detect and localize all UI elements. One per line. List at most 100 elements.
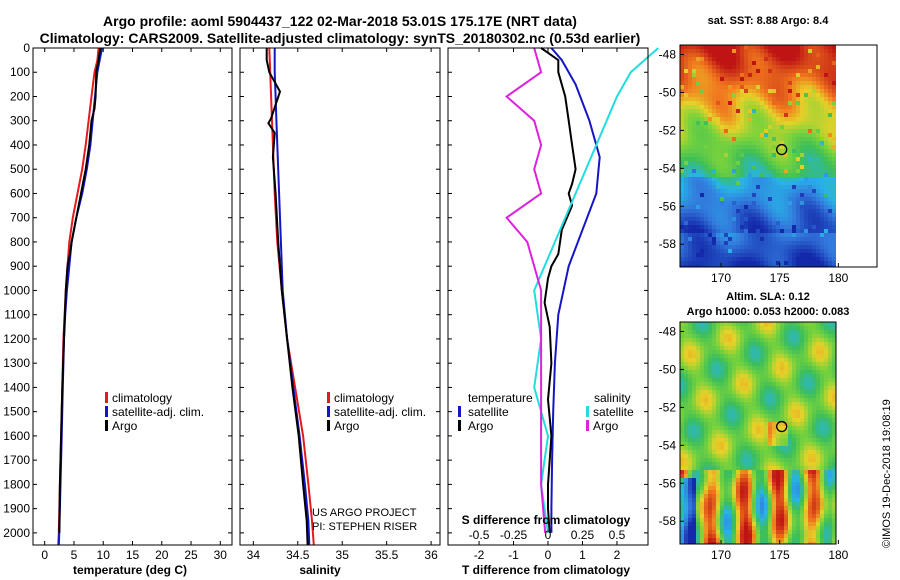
heat-cell xyxy=(680,117,685,122)
heat-cell xyxy=(744,169,749,174)
heat-cell xyxy=(784,97,789,102)
difference-plot-area xyxy=(448,47,659,534)
heat-cell xyxy=(736,542,741,544)
heat-cell xyxy=(760,458,765,463)
heat-cell xyxy=(740,330,745,335)
heat-cell xyxy=(724,185,729,190)
heat-cell xyxy=(708,338,713,343)
heat-cell xyxy=(788,426,793,431)
heat-cell xyxy=(744,165,749,170)
heat-cell xyxy=(744,458,749,463)
heat-cell xyxy=(736,157,741,162)
heat-cell xyxy=(712,141,717,146)
heat-cell xyxy=(708,486,713,491)
heat-cell xyxy=(768,201,773,206)
heat-cell xyxy=(704,458,709,463)
heat-cell xyxy=(780,526,785,531)
heat-cell xyxy=(724,181,729,186)
heat-cell xyxy=(800,510,805,515)
heat-cell xyxy=(804,522,809,527)
heat-cell xyxy=(692,137,697,142)
heat-cell xyxy=(804,506,809,511)
heat-cell xyxy=(724,77,729,82)
heat-cell xyxy=(724,121,729,126)
heat-cell xyxy=(772,157,777,162)
heat-cell xyxy=(724,177,729,182)
heat-cell xyxy=(744,177,749,182)
heat-cell xyxy=(684,402,689,407)
heat-cell xyxy=(736,366,741,371)
heat-cell xyxy=(796,141,801,146)
heat-cell xyxy=(748,57,753,62)
heat-cell xyxy=(772,386,777,391)
heat-cell xyxy=(696,197,701,202)
heat-cell xyxy=(756,81,761,86)
heat-cell xyxy=(716,193,721,198)
heat-cell xyxy=(716,109,721,114)
heat-cell xyxy=(716,157,721,162)
heat-cell xyxy=(768,149,773,154)
heat-cell xyxy=(820,201,825,206)
heat-cell xyxy=(716,45,721,50)
heat-cell xyxy=(728,229,733,234)
heat-cell xyxy=(732,117,737,122)
heat-cell xyxy=(736,522,741,527)
heat-cell xyxy=(724,149,729,154)
heat-cell xyxy=(752,438,757,443)
heat-cell xyxy=(716,482,721,487)
heat-cell xyxy=(708,542,713,544)
heat-cell xyxy=(792,257,797,262)
heat-cell xyxy=(692,105,697,110)
heat-cell xyxy=(692,482,697,487)
heat-cell xyxy=(800,346,805,351)
heat-cell xyxy=(708,241,713,246)
heat-cell xyxy=(788,141,793,146)
heat-cell xyxy=(720,73,725,78)
heat-cell xyxy=(764,149,769,154)
heat-cell xyxy=(776,506,781,511)
heat-cell xyxy=(720,526,725,531)
t-difference-xlabel: T difference from climatology xyxy=(462,563,630,577)
heat-cell xyxy=(744,510,749,515)
heat-cell xyxy=(804,414,809,419)
heat-cell xyxy=(728,237,733,242)
heat-cell xyxy=(764,414,769,419)
heat-cell xyxy=(744,514,749,519)
heat-cell xyxy=(832,245,836,250)
heat-cell xyxy=(684,117,689,122)
heat-cell xyxy=(684,81,689,86)
heat-cell xyxy=(748,69,753,74)
heat-cell xyxy=(816,57,821,62)
heat-cell xyxy=(732,137,737,142)
heat-cell xyxy=(792,261,797,266)
heat-cell xyxy=(824,189,829,194)
heat-cell xyxy=(736,185,741,190)
heat-cell xyxy=(824,97,829,102)
heat-cell xyxy=(780,430,785,435)
heat-cell xyxy=(768,181,773,186)
heat-cell xyxy=(716,69,721,74)
heat-cell xyxy=(832,442,836,447)
heat-cell xyxy=(704,133,709,138)
heat-cell xyxy=(760,173,765,178)
heat-cell xyxy=(788,350,793,355)
heat-cell xyxy=(828,229,833,234)
heat-cell xyxy=(808,65,813,70)
heat-cell xyxy=(704,253,709,258)
heat-cell xyxy=(832,109,836,114)
heat-cell xyxy=(748,101,753,106)
heat-cell xyxy=(764,233,769,238)
s-difference-x-axis: -0.5 -0.25 0 0.25 0.5 xyxy=(469,528,626,542)
heat-cell xyxy=(688,261,693,266)
heat-cell xyxy=(812,390,817,395)
heat-cell xyxy=(740,526,745,531)
heat-cell xyxy=(704,257,709,262)
heat-cell xyxy=(804,85,809,90)
legend-swatch-climatology xyxy=(327,392,330,403)
heat-cell xyxy=(688,350,693,355)
heat-cell xyxy=(732,229,737,234)
heat-cell xyxy=(712,125,717,130)
heat-cell xyxy=(792,233,797,238)
heat-cell xyxy=(732,193,737,198)
heat-cell xyxy=(808,498,813,503)
